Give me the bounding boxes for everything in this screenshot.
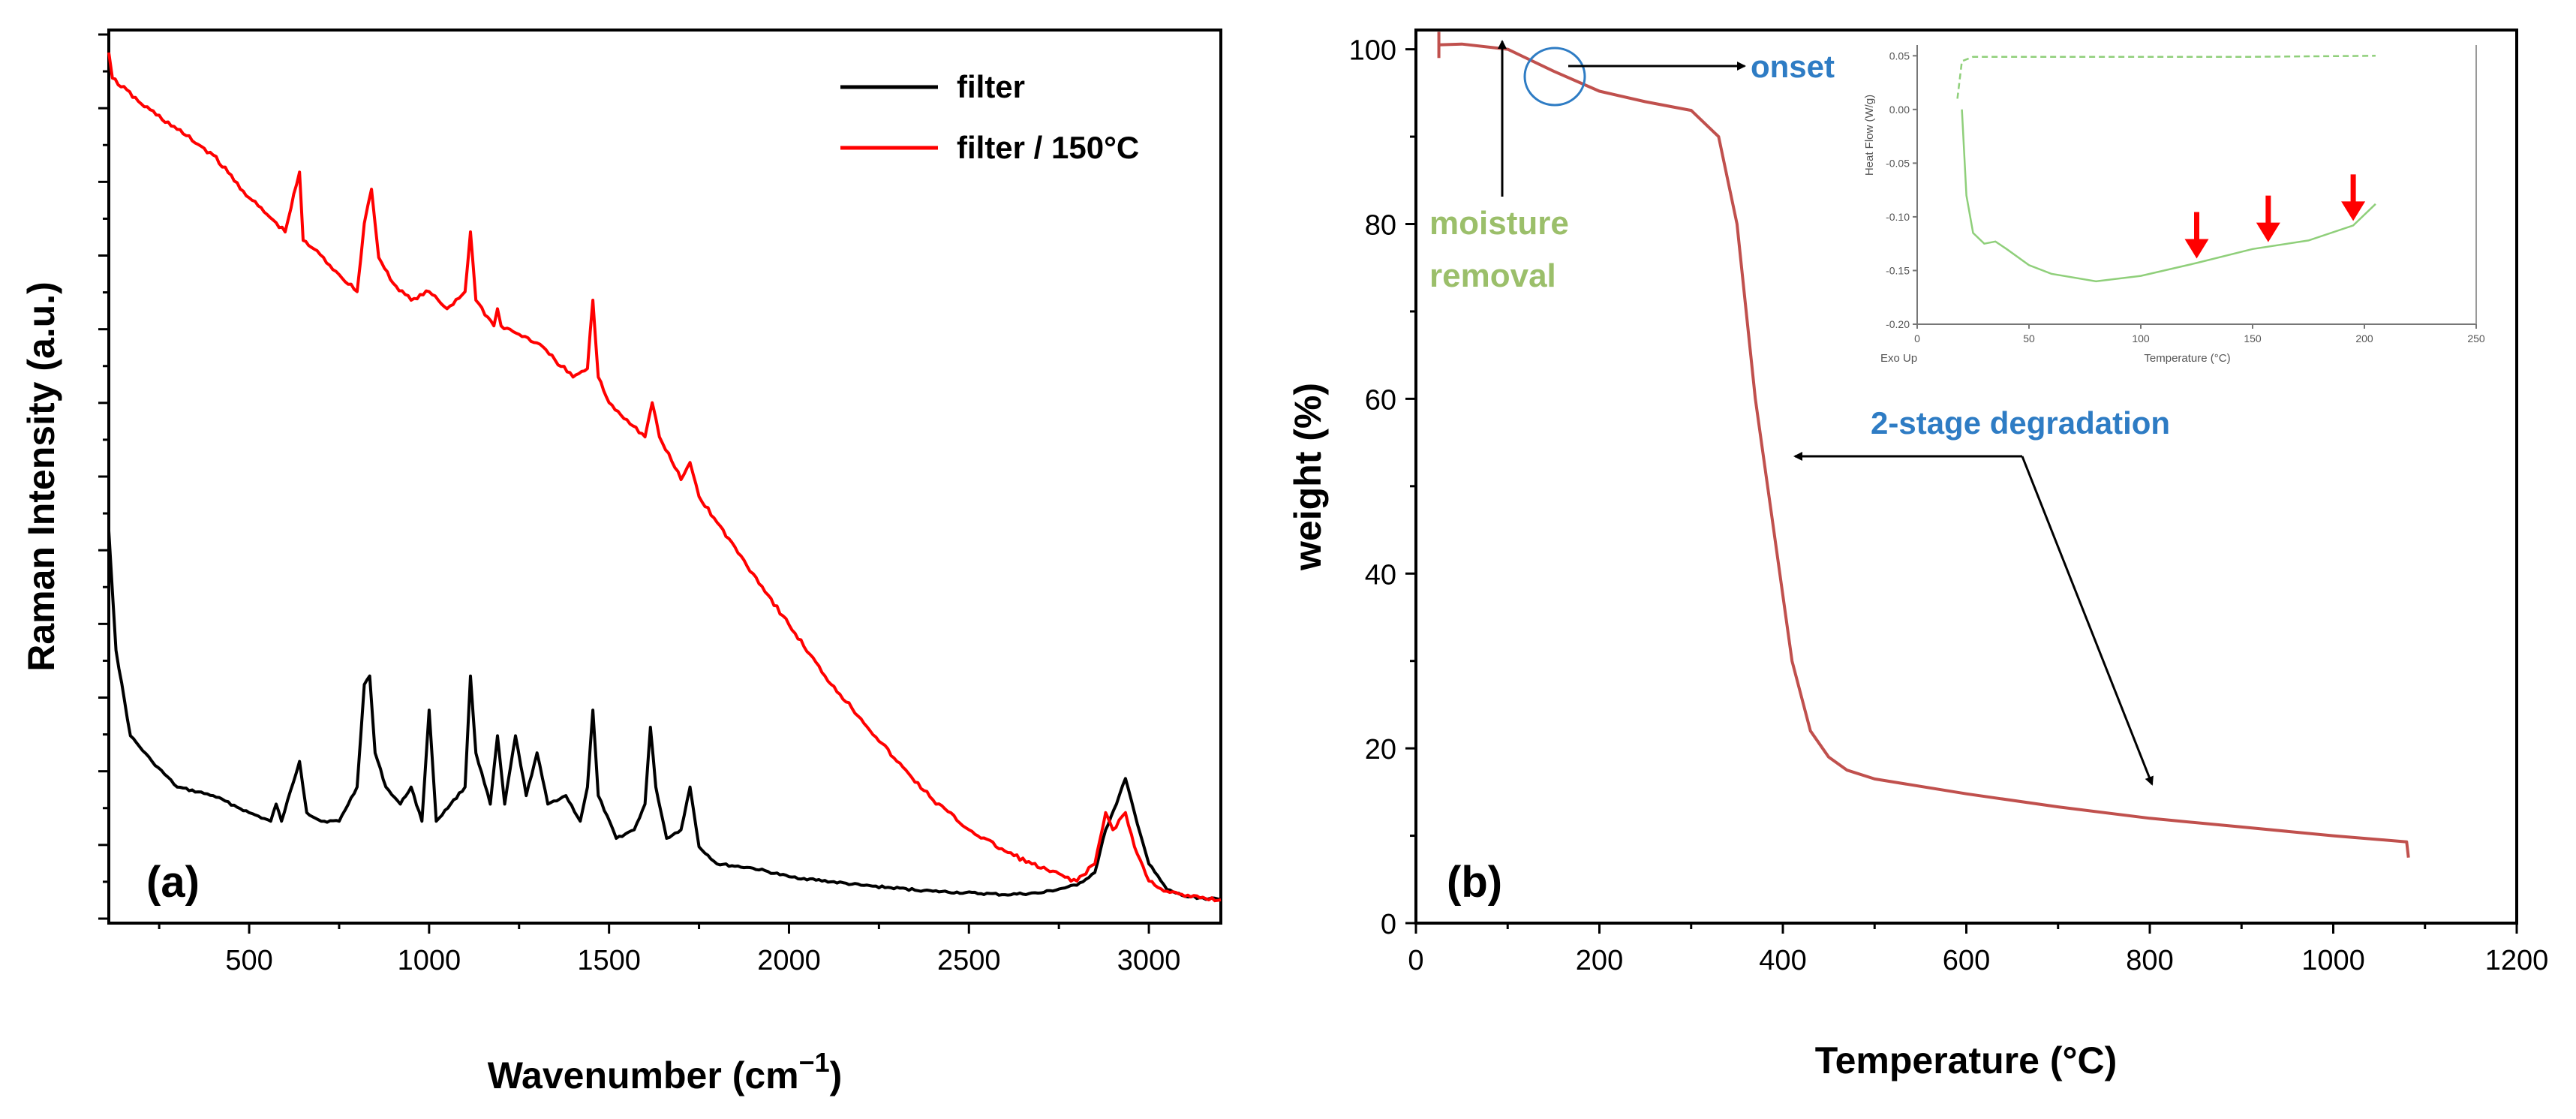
panel-b-series [1437,32,2410,858]
panel-a-legend: filter filter / 150°C [840,69,1139,165]
inset-heat-flow-curve [1961,109,2376,283]
inset-xtick-label: 100 [2132,332,2150,344]
inset-xtick-label: 0 [1914,332,1920,344]
inset-xlabel: Temperature (°C) [2144,352,2230,365]
panel-a-xtick-label: 2500 [937,945,1001,976]
onset-label: onset [1751,49,1835,84]
panel-b-ytick-label: 100 [1349,35,1396,67]
panel-a-xlabel-main: Wavenumber (cm [488,1054,799,1096]
inset-xtick-label: 200 [2355,332,2373,344]
panel-a-label: (a) [146,858,200,907]
inset-ytick-label: 0.00 [1889,104,1910,116]
panel-b-frame [1414,29,2518,925]
panel-a-xtick-label: 3000 [1117,945,1181,976]
legend-label-filter: filter [957,69,1025,104]
inset-xtick-label: 150 [2244,332,2262,344]
panel-b-xtick-label: 600 [1943,945,1990,976]
red-arrow-head [2184,239,2209,259]
panel-b-xtick-label: 400 [1759,945,1806,976]
panel-b-xtick-label: 200 [1576,945,1623,976]
red-arrow-head [2341,201,2366,221]
inset-xtick-label: 250 [2467,332,2485,344]
panel-b-xtick-label: 1000 [2301,945,2365,976]
panel-a-xlabel-end: ) [830,1054,843,1096]
panel-b-xtick-label: 1200 [2485,945,2549,976]
series-line-filter-150c [107,52,1222,903]
inset-ytick-label: -0.15 [1886,264,1910,276]
panel-a-xlabel-sup: −1 [799,1047,830,1078]
panel-b-annotations: onset moisture removal 2-stage degradati… [1429,40,2170,786]
panel-a-xlabel: Wavenumber (cm−1) [488,1047,843,1096]
panel-a-raman: 500 1000 1500 2000 2500 3000 filter filter / … [20,29,1222,1096]
inset-ytick-label: -0.10 [1886,211,1910,223]
inset-ylabel: Heat Flow (W/g) [1863,95,1876,176]
tga-weight-curve [1438,42,2410,858]
series-line-filter [107,531,1222,901]
red-arrow-head [2256,222,2280,242]
inset-corner-label: Exo Up [1880,352,1917,365]
inset-xtick-label: 50 [2023,332,2035,344]
inset-ytick-label: -0.20 [1886,318,1910,330]
panel-a-xtick-label: 2000 [757,945,821,976]
inset-axes: 0.05 0.00 -0.05 -0.10 -0.15 -0.20 0 50 100 150 200… [1886,45,2485,344]
panel-b-xtick-label: 800 [2126,945,2173,976]
panel-a-series [107,52,1222,903]
panel-a-ylabel: Raman Intensity (a.u.) [20,281,62,672]
panel-b-label: (b) [1447,858,1502,907]
panel-a-ticks: 500 1000 1500 2000 2500 3000 [98,33,1181,976]
panel-b-ylabel: weight (%) [1287,383,1329,571]
legend-label-filter-150: filter / 150°C [957,130,1139,165]
inset-ytick-label: 0.05 [1889,50,1910,62]
onset-circle [1523,47,1586,107]
panel-b-ytick-label: 0 [1381,909,1396,940]
moisture-label-line2: removal [1429,257,1556,294]
panel-a-xtick-label: 1500 [577,945,641,976]
panel-b-ytick-label: 60 [1365,384,1396,416]
degradation-arrow-right [2021,456,2154,786]
dsc-inset: 0.05 0.00 -0.05 -0.10 -0.15 -0.20 0 50 100 150 200… [1863,45,2485,365]
inset-ytick-label: -0.05 [1886,157,1910,169]
inset-series [1956,55,2376,283]
panel-b-ytick-label: 80 [1365,210,1396,242]
inset-arrows [2184,174,2366,259]
panel-b-ytick-label: 40 [1365,559,1396,591]
moisture-label-line1: moisture [1429,205,1569,242]
panel-a-xtick-label: 500 [225,945,272,976]
panel-a-xtick-label: 1000 [398,945,461,976]
inset-reference-line [1956,55,2376,99]
panel-b-xlabel: Temperature (°C) [1815,1039,2117,1081]
panel-b-xtick-label: 0 [1408,945,1423,976]
degradation-label: 2-stage degradation [1871,405,2170,441]
panel-b-ytick-label: 20 [1365,734,1396,766]
